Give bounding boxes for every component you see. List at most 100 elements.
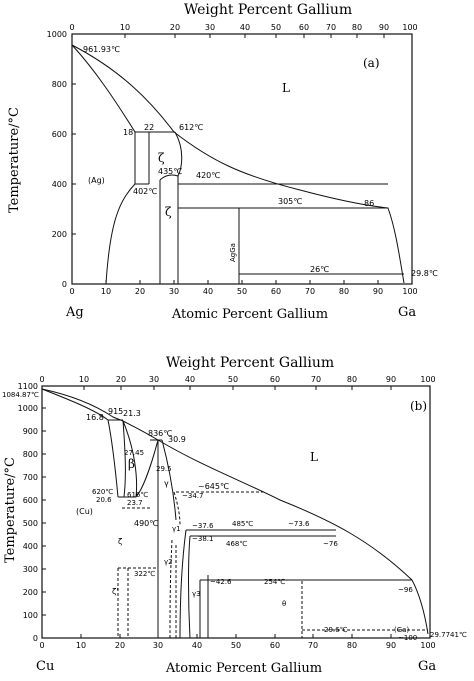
b-bottom-tick-label: 60	[270, 641, 280, 650]
a-ann-402: 402℃	[133, 187, 157, 196]
b-bottom-tick-label: 70	[308, 641, 318, 650]
a-y-tick-label: 400	[52, 180, 67, 189]
b-bottom-tick-label: 0	[39, 641, 44, 650]
b-y-tick-label: 500	[23, 519, 38, 528]
a-liquidus-line	[71, 44, 405, 284]
b-ann-254: 254℃	[264, 578, 285, 586]
b-ann-620: 620℃	[92, 488, 113, 496]
a-bottom-tick-label: 10	[101, 287, 111, 296]
a-top-tick-label: 20	[170, 23, 180, 32]
b-ann-309: 30.9	[168, 435, 186, 444]
a-ann-mp: 961.93℃	[83, 45, 120, 54]
b-phase-cu: (Cu)	[76, 507, 93, 516]
a-eutectoid-402	[135, 174, 179, 185]
a-ann-435: 435℃	[158, 167, 182, 176]
b-zeta-prime-bounds	[117, 568, 129, 638]
b-phase-L: L	[310, 450, 318, 464]
b-ann-96: ~96	[398, 586, 413, 594]
diagram-b: Weight Percent Gallium 0 10 20 30 40 50 …	[2, 355, 467, 676]
b-top-tick-label: 70	[311, 375, 321, 384]
b-top-ticks: 0 10 20 30 40 50 60 70 80 90 100	[39, 375, 436, 390]
b-liquidus-line	[41, 388, 429, 635]
a-top-tick-label: 0	[69, 23, 74, 32]
b-ann-490: 490℃	[134, 519, 158, 528]
b-top-tick-label: 40	[185, 375, 195, 384]
a-plot-frame	[71, 33, 413, 285]
b-ann-645: ~645℃	[198, 482, 229, 491]
a-zeta-prime-bounds	[159, 176, 179, 284]
a-top-tick-label: 10	[120, 23, 130, 32]
a-phase-agga: AgGa	[229, 243, 237, 262]
b-top-tick-label: 0	[39, 375, 44, 384]
a-ann-26: 26℃	[310, 265, 329, 274]
b-gamma2-bounds	[169, 539, 177, 639]
a-solidus-line	[71, 44, 136, 285]
a-bottom-axis-title: Atomic Percent Gallium	[171, 307, 328, 322]
b-ann-381: ~38.1	[192, 535, 213, 543]
a-y-tick-label: 800	[52, 80, 67, 89]
a-bottom-tick-label: 80	[339, 287, 349, 296]
a-left-element: Ag	[65, 305, 84, 320]
a-y-tick-label: 200	[52, 230, 67, 239]
a-ann-18: 18	[123, 128, 133, 137]
b-top-tick-label: 60	[270, 375, 280, 384]
a-ann-612: 612℃	[179, 123, 203, 132]
b-ann-168: 16.8	[86, 413, 104, 422]
b-bottom-tick-label: 100	[420, 641, 435, 650]
a-top-tick-label: 60	[299, 23, 309, 32]
a-bottom-tick-label: 70	[305, 287, 315, 296]
a-y-ticks: 0 200 400 600 800 1000	[47, 30, 76, 289]
b-gamma-left	[135, 439, 159, 638]
b-ann-29774: 29.7741℃	[430, 631, 467, 639]
b-plot-frame	[41, 385, 431, 639]
a-top-tick-label: 50	[271, 23, 281, 32]
b-ann-426: ~42.6	[210, 578, 232, 586]
b-phase-beta: β	[128, 457, 135, 471]
b-y-tick-label: 600	[23, 496, 38, 505]
a-ann-420: 420℃	[196, 171, 220, 180]
b-y-tick-label: 0	[33, 634, 38, 643]
b-bottom-tick-label: 50	[231, 641, 241, 650]
b-ann-322: 322℃	[134, 570, 155, 578]
a-y-tick-label: 1000	[47, 30, 67, 39]
b-bottom-tick-label: 80	[347, 641, 357, 650]
b-347-curve	[173, 491, 181, 526]
a-ann-22: 22	[144, 123, 154, 132]
a-top-tick-label: 70	[326, 23, 336, 32]
b-phase-zeta: ζ	[118, 537, 122, 546]
b-ann-915: 915	[108, 407, 123, 416]
b-y-tick-label: 1000	[18, 404, 38, 413]
a-ann-298: 29.8℃	[411, 269, 438, 278]
b-ann-347: ~34.7	[182, 492, 203, 500]
a-bottom-tick-label: 20	[135, 287, 145, 296]
b-ann-616: 616℃	[127, 491, 148, 499]
b-ann-76: ~76	[323, 540, 338, 548]
a-ann-86: 86	[364, 199, 374, 208]
a-bottom-tick-label: 60	[271, 287, 281, 296]
a-y-tick-marks	[72, 83, 76, 235]
a-top-axis-title: Weight Percent Gallium	[184, 2, 352, 18]
b-y-tick-marks	[42, 407, 46, 616]
b-phase-lines	[41, 388, 429, 639]
b-ann-836: 836℃	[148, 429, 172, 438]
b-bottom-ticks: 0 10 20 30 40 50 60 70 80 90 100	[39, 634, 436, 650]
b-top-tick-label: 80	[347, 375, 357, 384]
a-bottom-tick-label: 90	[373, 287, 383, 296]
b-ann-206: 20.6	[96, 496, 112, 504]
b-ann-296: 29.6℃	[324, 626, 348, 634]
b-bottom-tick-label: 20	[115, 641, 125, 650]
b-top-tick-label: 100	[420, 375, 435, 384]
b-left-element: Cu	[36, 659, 54, 674]
b-ann-736: ~73.6	[288, 520, 310, 528]
a-bottom-tick-label: 0	[69, 287, 74, 296]
b-ann-295: 29.5	[156, 465, 172, 473]
a-top-tick-label: 40	[240, 23, 250, 32]
a-y-tick-label: 600	[52, 130, 67, 139]
b-y-tick-label: 400	[23, 542, 38, 551]
b-gamma3-bounds	[199, 575, 209, 638]
b-phase-gamma2: γ2	[164, 558, 173, 566]
a-top-ticks: 0 10 20 30 40 50 60 70 80 90 100	[69, 23, 418, 38]
b-phase-gamma: γ	[164, 479, 169, 488]
a-bottom-tick-label: 40	[203, 287, 213, 296]
